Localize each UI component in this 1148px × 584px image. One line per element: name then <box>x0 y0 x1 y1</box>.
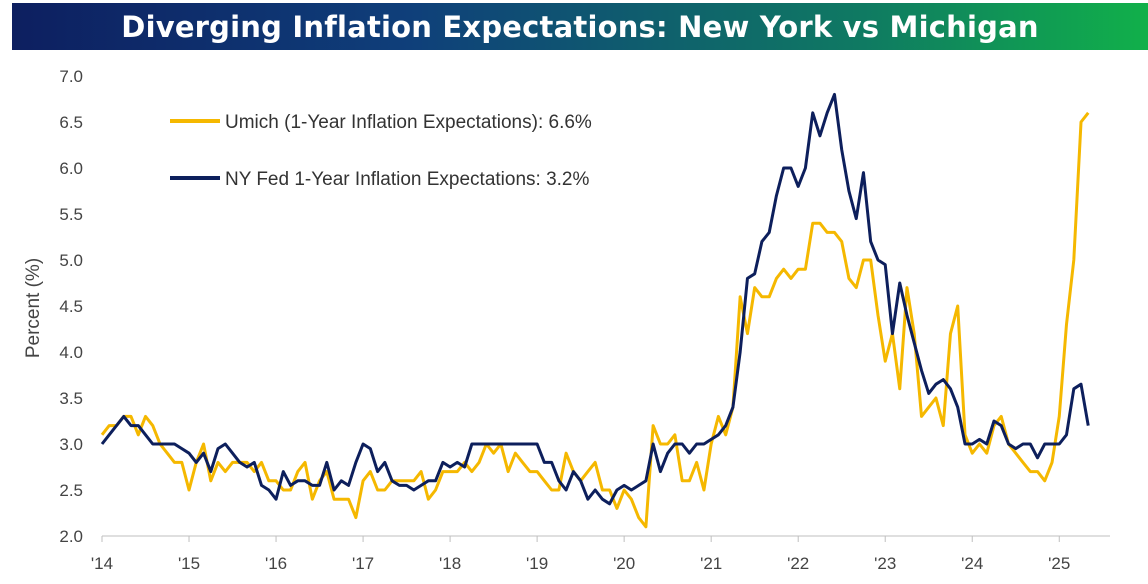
chart-title-banner: Diverging Inflation Expectations: New Yo… <box>12 3 1148 50</box>
y-tick-label: 3.5 <box>59 389 83 408</box>
y-tick-label: 4.0 <box>59 343 83 362</box>
y-tick-label: 3.0 <box>59 435 83 454</box>
y-tick-label: 6.0 <box>59 159 83 178</box>
x-tick-label: '19 <box>526 554 548 573</box>
x-tick-label: '24 <box>961 554 983 573</box>
y-tick-label: 2.0 <box>59 527 83 546</box>
y-tick-label: 5.0 <box>59 251 83 270</box>
series-line-umich <box>100 111 1090 529</box>
x-tick-label: '22 <box>787 554 809 573</box>
x-tick-label: '16 <box>265 554 287 573</box>
y-axis-title: Percent (%) <box>23 258 44 358</box>
x-tick-label: '25 <box>1048 554 1070 573</box>
x-tick-label: '18 <box>439 554 461 573</box>
series-lines <box>100 92 1090 529</box>
x-tick-label: '20 <box>613 554 635 573</box>
x-tick-label: '17 <box>352 554 374 573</box>
y-tick-label: 4.5 <box>59 297 83 316</box>
y-tick-label: 5.5 <box>59 205 83 224</box>
y-tick-label: 2.5 <box>59 481 83 500</box>
series-line-nyfed <box>100 92 1090 506</box>
chart-title: Diverging Inflation Expectations: New Yo… <box>121 9 1039 44</box>
y-axis: 2.0 2.5 3.0 3.5 4.0 4.5 5.0 5.5 6.0 6.5 7.0 <box>59 67 83 546</box>
x-tick-label: '14 <box>91 554 113 573</box>
legend-label-nyfed: NY Fed 1-Year Inflation Expectations: 3.… <box>225 169 589 190</box>
x-tick-label: '23 <box>874 554 896 573</box>
x-tick-label: '21 <box>700 554 722 573</box>
legend-label-umich: Umich (1-Year Inflation Expectations): 6… <box>225 112 592 133</box>
y-tick-label: 6.5 <box>59 113 83 132</box>
x-tick-label: '15 <box>178 554 200 573</box>
y-tick-label: 7.0 <box>59 67 83 86</box>
legend: Umich (1-Year Inflation Expectations): 6… <box>170 112 592 190</box>
x-axis: '14 '15 '16 '17 '18 '19 '20 '21 '22 '23 '24 '25 <box>91 535 1110 573</box>
